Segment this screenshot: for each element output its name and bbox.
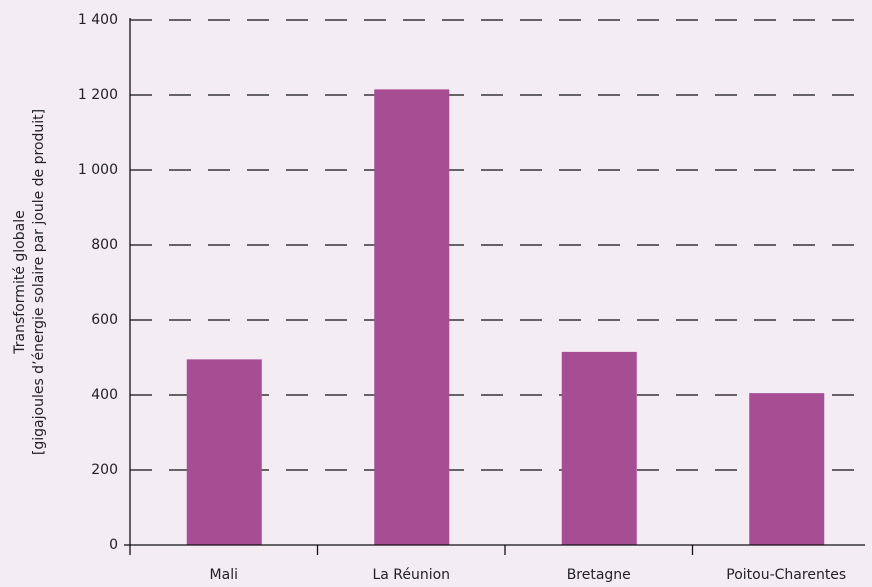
bar — [374, 89, 450, 545]
y-tick-label: 400 — [91, 387, 118, 403]
y-tick-label: 200 — [91, 462, 118, 478]
y-tick-label: 800 — [91, 237, 118, 253]
x-tick-label: Mali — [210, 567, 238, 583]
x-tick-label: Bretagne — [567, 567, 631, 583]
bar — [749, 393, 825, 545]
y-tick-label: 600 — [91, 312, 118, 328]
y-axis-title-line: Transformité globale — [12, 210, 28, 354]
y-tick-label: 0 — [109, 537, 118, 553]
y-tick-label: 1 200 — [78, 87, 118, 103]
y-tick-label: 1 000 — [78, 162, 118, 178]
x-tick-label: La Réunion — [372, 567, 450, 583]
y-axis-title-line: [gigajoules d’énergie solaire par joule … — [31, 109, 47, 455]
y-tick-label: 1 400 — [78, 12, 118, 28]
y-axis-title: Transformité globale [gigajoules d’énerg… — [12, 109, 47, 455]
bar — [186, 359, 262, 545]
bar — [561, 351, 637, 545]
x-tick-label: Poitou-Charentes — [726, 567, 846, 583]
